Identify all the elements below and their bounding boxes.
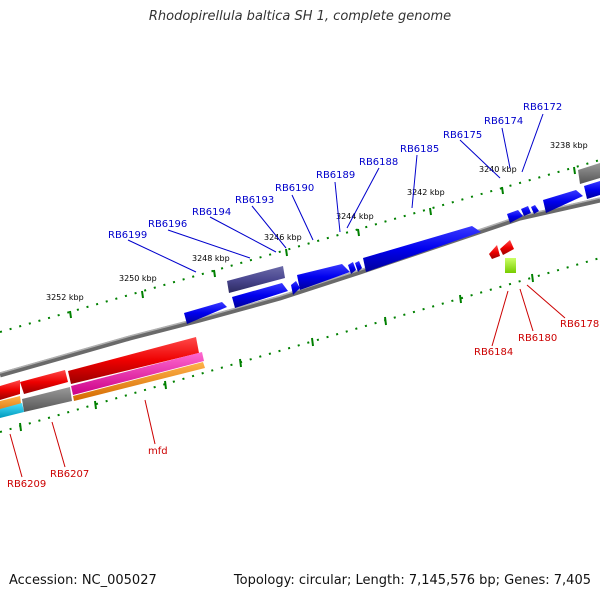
scale-label: 3240 kbp — [479, 165, 517, 174]
gene-arrow — [531, 205, 539, 214]
lower-scale-track — [0, 257, 600, 433]
gene-arrow — [543, 190, 583, 213]
gene-arrow — [578, 163, 600, 184]
gene-arrow — [20, 370, 68, 394]
gene-label[interactable]: RB6184 — [474, 347, 513, 358]
scale-label: 3248 kbp — [192, 254, 230, 263]
gene-arrow — [68, 337, 199, 384]
scale-label: 3246 kbp — [264, 233, 302, 242]
gene-label[interactable]: RB6207 — [50, 469, 89, 480]
gene-label[interactable]: RB6178 — [560, 319, 599, 330]
genome-summary-text: Topology: circular; Length: 7,145,576 bp… — [233, 573, 591, 588]
gene-arrow — [348, 262, 356, 274]
gene-label[interactable]: RB6199 — [108, 230, 147, 241]
gene-arrow — [73, 362, 205, 401]
top-callout-lines — [127, 113, 544, 273]
gene-label[interactable]: mfd — [148, 446, 168, 457]
gene-arrow — [22, 387, 72, 412]
gene-label[interactable]: RB6175 — [443, 130, 482, 141]
gene-label[interactable]: RB6209 — [7, 479, 46, 490]
gene-label[interactable]: RB6188 — [359, 157, 398, 168]
gene-arrow — [363, 226, 481, 272]
upper-scale-track — [0, 159, 600, 333]
forward-gene-features — [184, 163, 600, 324]
lower-major-ticks — [19, 273, 534, 432]
gene-arrow — [584, 181, 600, 199]
gene-label[interactable]: RB6193 — [235, 195, 274, 206]
gene-label[interactable]: RB6194 — [192, 207, 231, 218]
genome-backbone-highlight — [0, 197, 600, 374]
gene-label[interactable]: RB6174 — [484, 116, 523, 127]
gene-label[interactable]: RB6189 — [316, 170, 355, 181]
gene-arrow — [0, 403, 24, 418]
reverse-gene-features — [0, 240, 516, 418]
gene-arrow — [71, 352, 204, 395]
gene-label[interactable]: RB6172 — [523, 102, 562, 113]
gene-label[interactable]: RB6180 — [518, 333, 557, 344]
gene-label[interactable]: RB6185 — [400, 144, 439, 155]
gene-arrow — [489, 245, 500, 259]
gene-arrow — [184, 302, 227, 324]
genome-backbone — [0, 197, 600, 378]
gene-arrow — [227, 266, 285, 293]
upper-major-ticks — [69, 166, 576, 319]
gene-arrow — [355, 261, 362, 272]
gene-label[interactable]: RB6190 — [275, 183, 314, 194]
scale-label: 3250 kbp — [119, 274, 157, 283]
scale-label: 3244 kbp — [336, 212, 374, 221]
gene-arrow — [521, 206, 531, 216]
gene-label[interactable]: RB6196 — [148, 219, 187, 230]
gene-block — [505, 258, 516, 273]
accession-text: Accession: NC_005027 — [9, 573, 157, 588]
map-title: Rhodopirellula baltica SH 1, complete ge… — [148, 9, 452, 24]
gene-arrow — [291, 281, 300, 295]
gene-arrow — [232, 283, 288, 308]
gene-arrow — [0, 380, 20, 400]
scale-label: 3252 kbp — [46, 293, 84, 302]
scale-label: 3242 kbp — [407, 188, 445, 197]
bottom-callout-lines — [9, 284, 566, 478]
gene-arrow — [500, 240, 514, 255]
gene-arrow — [297, 264, 350, 290]
gene-arrow — [507, 210, 523, 223]
scale-label: 3238 kbp — [550, 141, 588, 150]
